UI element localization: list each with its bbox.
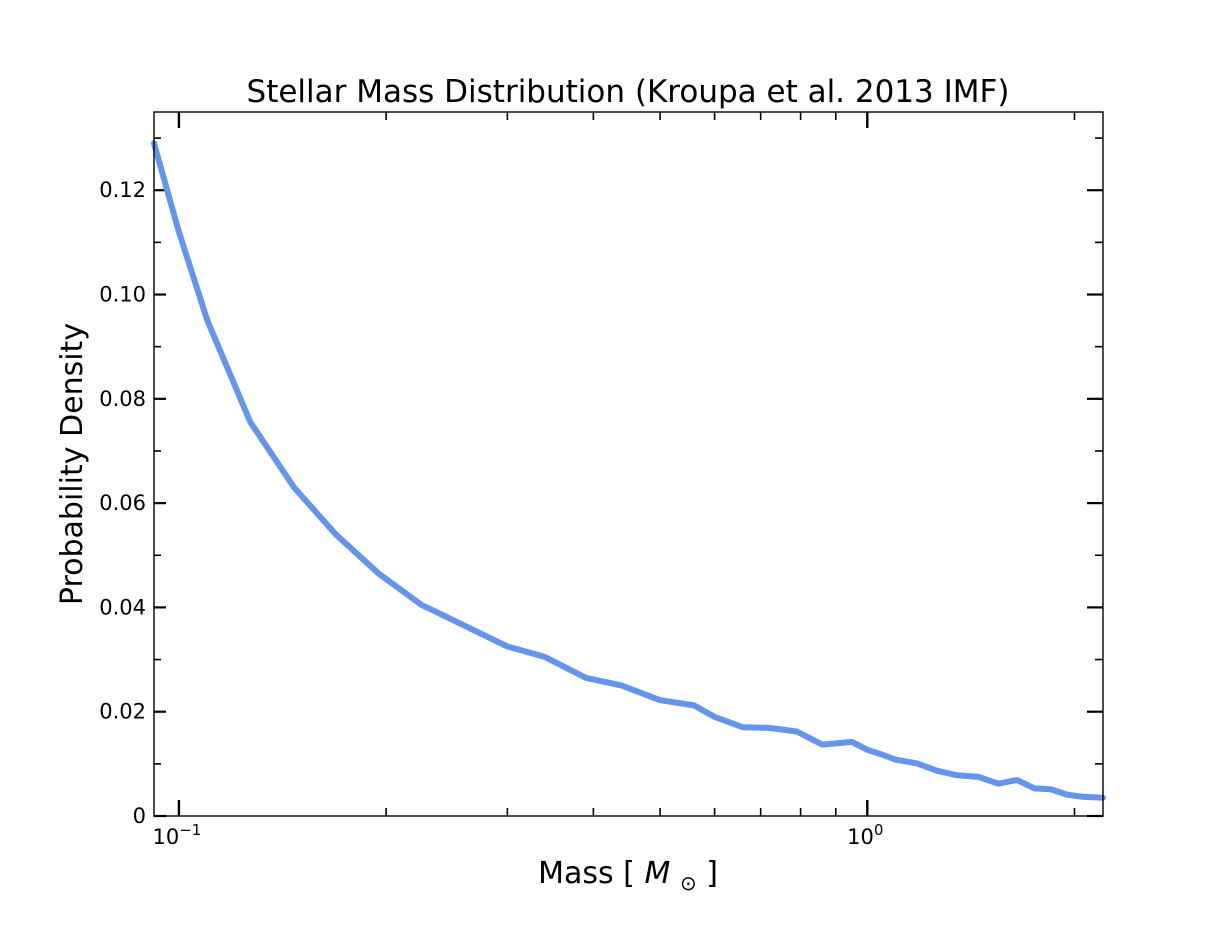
x-axis-label: Mass [ M ⊙ ]: [538, 856, 718, 898]
x-axis: 10−1 100: [152, 112, 1076, 849]
chart-title: Stellar Mass Distribution (Kroupa et al.…: [247, 74, 1010, 110]
x-axis-label-unit: M: [644, 856, 670, 891]
x-axis-label-close-bracket: ]: [706, 856, 718, 891]
y-tick-label: 0.10: [99, 283, 146, 307]
series-line: [151, 140, 1106, 801]
y-tick-label: 0.08: [99, 387, 146, 411]
y-axis: 0 0.02 0.04 0.06 0.08 0.10 0.12: [99, 137, 1103, 828]
plot-area: 0 0.02 0.04 0.06 0.08 0.10 0.12 10−1 100: [99, 111, 1106, 849]
x-axis-label-open-bracket: [: [623, 856, 635, 891]
x-tick-label: 100: [847, 821, 883, 849]
x-axis-label-text: Mass: [538, 856, 614, 891]
x-axis-label-unit-subscript: ⊙: [680, 871, 697, 895]
y-tick-label: 0.06: [99, 491, 146, 515]
y-axis-label: Probability Density: [55, 323, 90, 605]
y-tick-label: 0.12: [99, 178, 146, 202]
y-tick-label: 0: [133, 804, 146, 828]
x-tick-label: 10−1: [152, 821, 201, 849]
y-tick-label: 0.02: [99, 700, 146, 724]
y-tick-label: 0.04: [99, 595, 146, 619]
plot-frame: [153, 111, 1104, 817]
